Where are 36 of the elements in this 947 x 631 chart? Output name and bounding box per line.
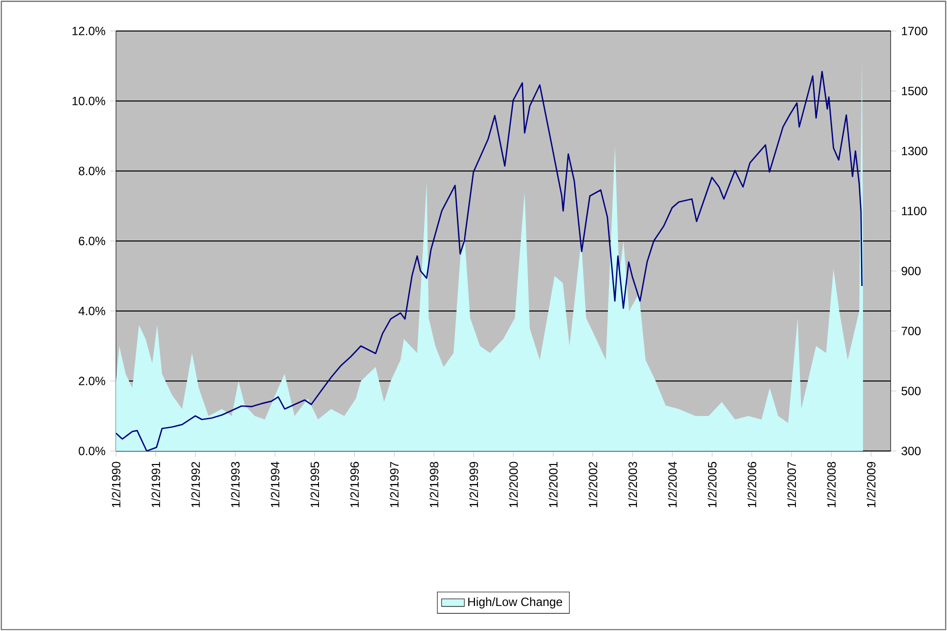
y-tick-label: 10.0%: [72, 96, 106, 106]
legend-label: High/Low Change: [468, 597, 562, 608]
x-tick-label: 1/2/1992: [191, 462, 200, 508]
x-tick-label: 1/2/2006: [747, 462, 756, 508]
y2-tick-label: 1300: [902, 146, 928, 156]
x-tick-label: 1/2/1996: [350, 462, 359, 508]
y-tick-label: 12.0%: [72, 26, 106, 36]
x-tick-label: 1/2/1991: [151, 462, 160, 508]
x-tick-label: 1/2/1999: [469, 462, 478, 508]
y-tick-label: 8.0%: [78, 166, 106, 176]
y-tick-label: 6.0%: [78, 236, 106, 246]
y-tick-label: 2.0%: [78, 376, 106, 386]
y-tick-label: 0.0%: [78, 446, 106, 456]
y2-tick-label: 1500: [902, 86, 928, 96]
x-tick-label: 1/2/1994: [270, 462, 280, 508]
y-tick-label: 4.0%: [78, 306, 106, 316]
x-tick-label: 1/2/1998: [430, 462, 438, 508]
x-tick-label: 1/2/2009: [866, 462, 876, 508]
y2-tick-label: 300: [902, 446, 921, 456]
x-tick-label: 1/2/2008: [826, 462, 836, 508]
x-tick-label: 1/2/2000: [508, 462, 518, 508]
x-tick-label: 1/2/1997: [390, 462, 399, 508]
x-tick-label: 1/2/2005: [708, 462, 717, 508]
y2-tick-label: 500: [902, 386, 921, 396]
x-tick-label: 1/2/1995: [310, 462, 320, 508]
x-tick-label: 1/2/2004: [668, 462, 677, 508]
x-tick-label: 1/2/1990: [112, 462, 120, 508]
x-tick-label: 1/2/2007: [787, 462, 796, 508]
y2-tick-label: 700: [902, 326, 921, 336]
y2-tick-label: 1100: [902, 206, 926, 216]
x-tick-label: 1/2/1993: [230, 462, 240, 508]
x-tick-label: 1/2/2001: [548, 462, 558, 508]
x-tick-label: 1/2/2003: [628, 462, 638, 508]
y2-tick-label: 1700: [902, 26, 928, 36]
x-tick-label: 1/2/2002: [588, 462, 598, 508]
y2-tick-label: 900: [902, 266, 921, 276]
